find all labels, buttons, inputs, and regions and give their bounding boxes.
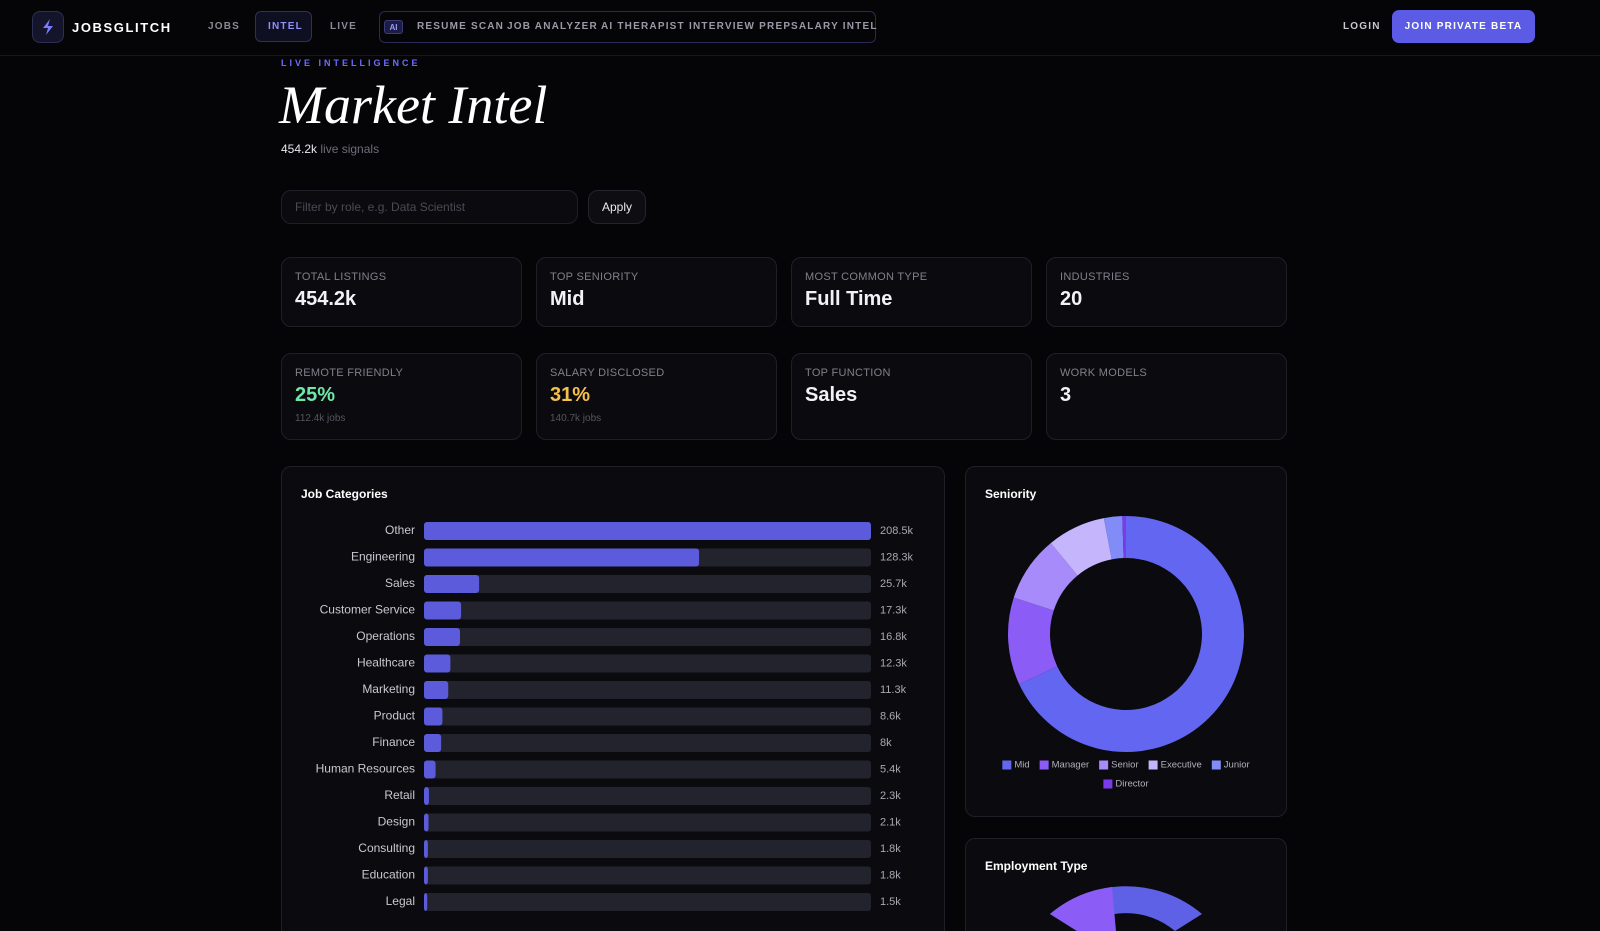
signals-text: live signals bbox=[320, 142, 380, 156]
nav-item[interactable]: INTEL bbox=[268, 21, 303, 32]
filter-placeholder: Filter by role, e.g. Data Scientist bbox=[295, 200, 466, 214]
nav-item[interactable]: JOB ANALYZER bbox=[507, 21, 598, 32]
stat-card bbox=[281, 353, 522, 440]
stat-label: SALARY DISCLOSED bbox=[550, 367, 665, 379]
stat-label: WORK MODELS bbox=[1060, 367, 1148, 379]
signals: 454.2k live signals bbox=[281, 142, 379, 156]
stat-card bbox=[791, 257, 1032, 327]
brand[interactable]: JOBSGLITCH bbox=[72, 20, 172, 35]
ai-badge: AI bbox=[384, 20, 403, 34]
stat-label: MOST COMMON TYPE bbox=[805, 271, 928, 283]
job-categories-panel bbox=[281, 466, 945, 931]
nav-item[interactable]: LIVE bbox=[330, 21, 358, 32]
stat-card bbox=[536, 353, 777, 440]
page-title: Market Intel bbox=[279, 75, 548, 135]
stat-card bbox=[791, 353, 1032, 440]
cta-button[interactable]: JOIN PRIVATE BETA bbox=[1392, 10, 1535, 43]
stat-label: TOP FUNCTION bbox=[805, 367, 891, 379]
filter-input[interactable] bbox=[281, 190, 578, 224]
stat-value: 454.2k bbox=[295, 288, 357, 310]
nav-active-bg bbox=[255, 11, 312, 42]
stat-value: Mid bbox=[550, 288, 585, 310]
nav-item[interactable]: INTERVIEW PREP bbox=[689, 21, 792, 32]
nav-item[interactable]: AI THERAPIST bbox=[601, 21, 685, 32]
panel-title: Employment Type bbox=[985, 859, 1088, 873]
nav-bar bbox=[0, 0, 1600, 56]
stat-label: REMOTE FRIENDLY bbox=[295, 367, 404, 379]
apply-button[interactable]: Apply bbox=[588, 190, 646, 224]
stat-label: TOTAL LISTINGS bbox=[295, 271, 387, 283]
seniority-panel bbox=[965, 466, 1287, 817]
stat-value: 25% bbox=[295, 384, 336, 406]
signals-count: 454.2k bbox=[281, 142, 318, 156]
login-link[interactable]: LOGIN bbox=[1343, 21, 1381, 32]
stat-value: 31% bbox=[550, 384, 591, 406]
employment-panel bbox=[965, 838, 1287, 931]
eyebrow: LIVE INTELLIGENCE bbox=[281, 58, 421, 68]
stat-label: INDUSTRIES bbox=[1060, 271, 1130, 283]
ai-tools-group bbox=[379, 11, 876, 43]
stat-label: TOP SENIORITY bbox=[550, 271, 639, 283]
stat-value: 20 bbox=[1060, 288, 1083, 310]
stat-value: 3 bbox=[1060, 384, 1072, 406]
nav-item[interactable]: JOBS bbox=[208, 21, 241, 32]
logo[interactable] bbox=[32, 11, 64, 43]
stat-value: Sales bbox=[805, 384, 858, 406]
stat-sub: 140.7k jobs bbox=[550, 413, 602, 424]
nav-item[interactable]: SALARY INTEL bbox=[791, 21, 878, 32]
stat-card bbox=[536, 257, 777, 327]
stat-value: Full Time bbox=[805, 288, 893, 310]
stat-card bbox=[1046, 353, 1287, 440]
stat-card bbox=[281, 257, 522, 327]
logo-icon bbox=[43, 19, 53, 35]
nav-item[interactable]: RESUME SCAN bbox=[417, 21, 505, 32]
stat-sub: 112.4k jobs bbox=[295, 413, 346, 424]
stat-card bbox=[1046, 257, 1287, 327]
